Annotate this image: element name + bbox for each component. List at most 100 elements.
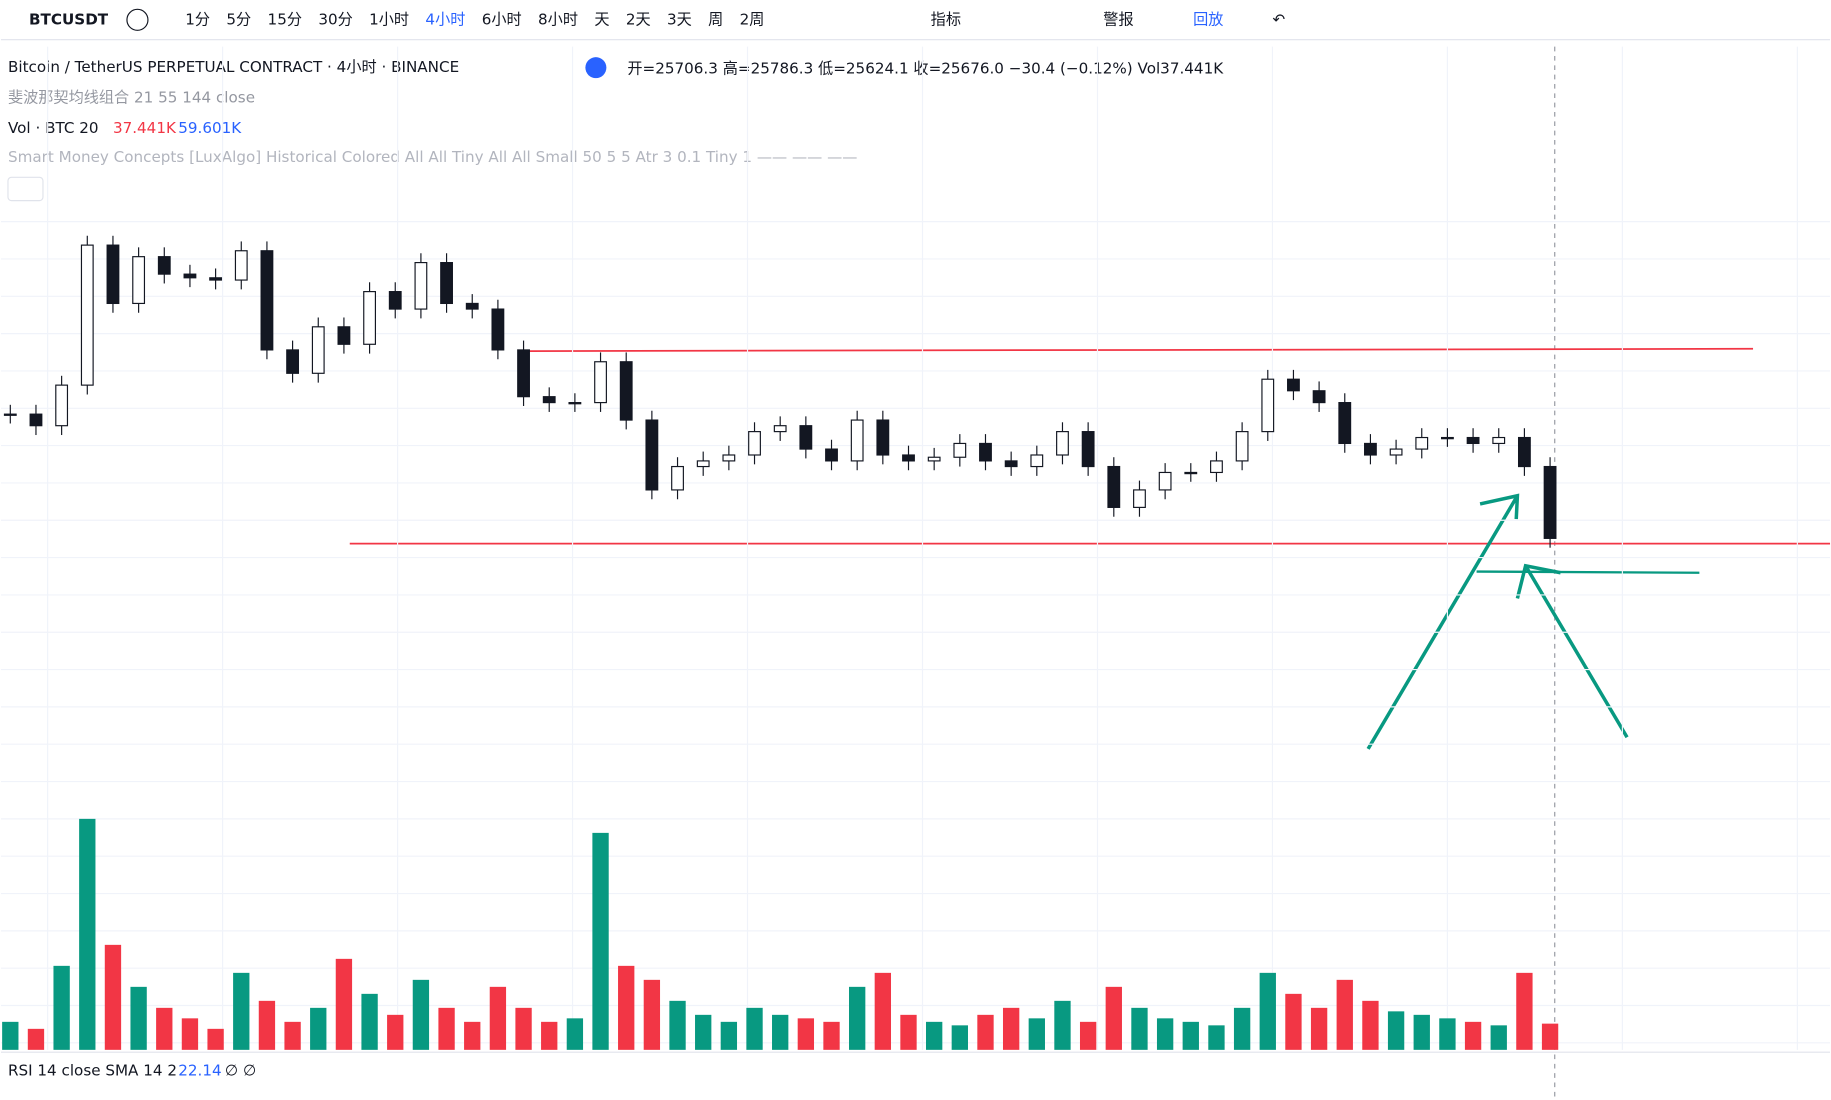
candle (1235, 431, 1249, 462)
volume-bar (720, 1021, 738, 1050)
candle (876, 419, 890, 456)
volume-bar (412, 979, 430, 1050)
candle (29, 413, 43, 427)
interval-button[interactable]: 2周 (740, 10, 765, 28)
volume-bar (1002, 1007, 1020, 1050)
volume-bar (1156, 1018, 1174, 1050)
volume-bar (1336, 979, 1353, 1050)
replay-button[interactable]: 回放 (1193, 10, 1223, 28)
volume-bar (1259, 972, 1276, 1050)
candle (1158, 471, 1172, 491)
interval-button[interactable]: 3天 (667, 10, 692, 28)
volume-bar (1439, 1018, 1456, 1050)
volume-bar (1413, 1014, 1430, 1050)
candle (234, 250, 248, 281)
volume-bar (849, 986, 866, 1050)
vol-value: 37.441K (113, 119, 177, 137)
candle (260, 250, 274, 351)
volume-bar (925, 1021, 943, 1050)
volume-bar (310, 1007, 327, 1050)
vol-legend: Vol · BTC 20 (8, 119, 99, 137)
volume-bar (1464, 1021, 1482, 1050)
volume-bar (797, 1018, 815, 1050)
interval-button[interactable]: 天 (594, 10, 609, 28)
candle (850, 419, 864, 462)
candle (979, 442, 992, 462)
candle (671, 465, 684, 491)
interval-button[interactable]: 4小时 (425, 10, 465, 28)
candle (55, 384, 69, 427)
candle (696, 460, 710, 468)
candle (722, 454, 736, 462)
volume-bar (772, 1014, 789, 1050)
candle (106, 244, 120, 305)
volume-bar (258, 1000, 276, 1050)
interval-button[interactable]: 2天 (626, 10, 651, 28)
candle (517, 349, 530, 398)
candle (183, 273, 197, 279)
volume-bar (1285, 993, 1302, 1050)
candle (132, 256, 146, 305)
interval-button[interactable]: 6小时 (482, 10, 522, 28)
resistance-line (529, 347, 1754, 352)
candle (388, 291, 402, 310)
volume-bar (130, 986, 147, 1050)
candle (953, 442, 967, 458)
indicators-button[interactable]: 指标 (931, 10, 961, 28)
candle (1030, 454, 1044, 468)
interval-button[interactable]: 15分 (268, 10, 302, 28)
volume-bar (1131, 1007, 1148, 1050)
volume-bar (2, 1021, 19, 1050)
volume-bar (1105, 986, 1122, 1050)
volume-bar (104, 944, 122, 1050)
volume-bar (541, 1021, 558, 1050)
candle (1184, 471, 1198, 475)
symbol[interactable]: BTCUSDT (29, 10, 109, 28)
candle (619, 361, 633, 421)
volume-bar (951, 1025, 968, 1050)
replay-toggle[interactable] (585, 57, 607, 79)
interval-button[interactable]: 周 (708, 10, 723, 28)
candle (3, 413, 17, 416)
interval-button[interactable]: 1分 (185, 10, 210, 28)
volume-bar (1208, 1025, 1225, 1050)
candle (209, 277, 223, 281)
candle (311, 326, 325, 374)
vol-ma: 59.601K (178, 119, 242, 137)
collapse-button[interactable] (7, 176, 44, 202)
volume-bar (515, 1007, 532, 1050)
interval-button[interactable]: 5分 (226, 10, 251, 28)
candle (1312, 390, 1326, 404)
interval-button[interactable]: 1小时 (369, 10, 409, 28)
volume-bar (156, 1007, 173, 1050)
candle (748, 431, 761, 456)
volume-bar (643, 979, 661, 1050)
candle (80, 244, 94, 386)
volume-bar (1490, 1025, 1507, 1050)
candle (568, 402, 582, 405)
add-symbol[interactable] (126, 8, 149, 31)
interval-button[interactable]: 30分 (318, 10, 352, 28)
volume-bar (874, 972, 892, 1050)
candle (1133, 489, 1146, 508)
candle (1441, 436, 1454, 440)
legend-title: Bitcoin / TetherUS PERPETUAL CONTRACT · … (8, 58, 459, 76)
volume-bar (233, 972, 250, 1050)
candle (1004, 460, 1018, 468)
candle (1517, 436, 1531, 468)
interval-button[interactable]: 8小时 (538, 10, 578, 28)
candle (1338, 402, 1352, 445)
undo[interactable]: ↶ (1272, 10, 1285, 28)
candle (773, 425, 787, 433)
volume-bar (361, 993, 378, 1050)
volume-bar (438, 1007, 455, 1050)
candle (337, 326, 351, 345)
volume-bar (1310, 1007, 1328, 1050)
volume-bar (618, 965, 635, 1050)
candle (286, 349, 300, 374)
candle (440, 262, 453, 305)
alerts-button[interactable]: 警报 (1103, 10, 1133, 28)
volume-bar (746, 1007, 763, 1050)
volume-bar (284, 1021, 301, 1050)
